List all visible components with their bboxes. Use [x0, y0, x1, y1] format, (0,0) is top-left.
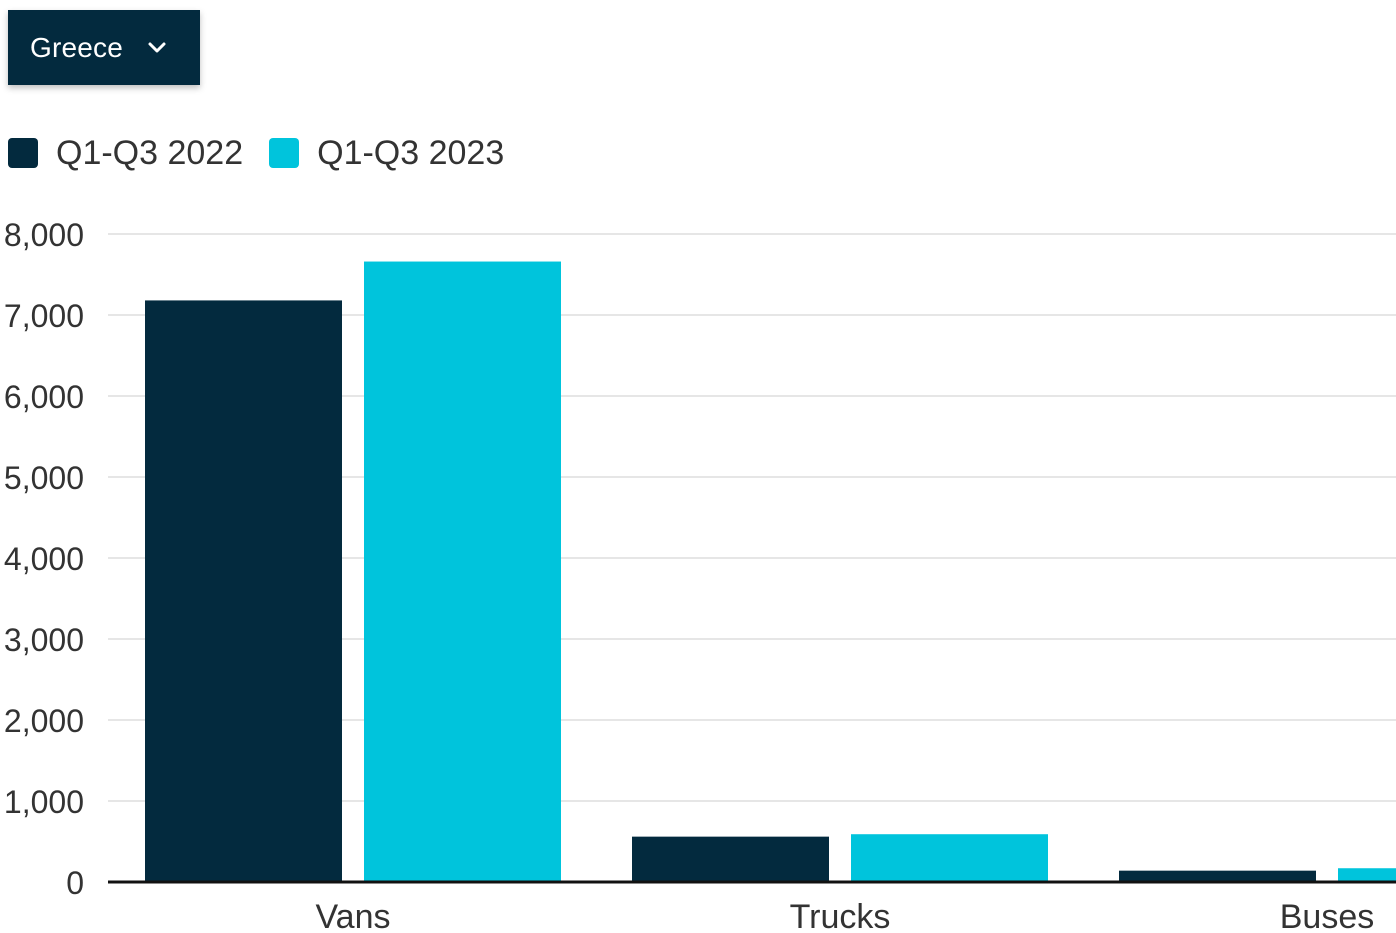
- bar-trucks-2022[interactable]: [632, 836, 829, 882]
- y-tick-label: 7,000: [4, 298, 84, 334]
- bar-trucks-2023[interactable]: [851, 834, 1048, 882]
- y-tick-label: 8,000: [4, 217, 84, 253]
- legend-swatch-2023: [269, 138, 300, 168]
- y-tick-label: 5,000: [4, 460, 84, 496]
- y-tick-label: 1,000: [4, 784, 84, 820]
- legend-swatch-2022: [8, 138, 38, 168]
- x-tick-label: Trucks: [790, 898, 891, 933]
- chevron-down-icon: [145, 36, 169, 60]
- y-tick-label: 6,000: [4, 379, 84, 415]
- country-dropdown[interactable]: Greece: [8, 10, 200, 85]
- y-tick-label: 4,000: [4, 541, 84, 577]
- y-tick-label: 3,000: [4, 622, 84, 658]
- x-tick-label: Vans: [316, 898, 391, 933]
- bar-buses-2023[interactable]: [1338, 868, 1396, 882]
- chart-legend: Q1-Q3 2022 Q1-Q3 2023: [8, 128, 530, 178]
- country-dropdown-label: Greece: [30, 31, 124, 63]
- legend-item-2023[interactable]: Q1-Q3 2023: [269, 134, 504, 173]
- bar-vans-2022[interactable]: [145, 300, 342, 882]
- x-tick-label: Buses: [1280, 898, 1375, 933]
- legend-label-2022: Q1-Q3 2022: [56, 133, 244, 172]
- y-tick-label: 2,000: [4, 703, 84, 739]
- legend-label-2023: Q1-Q3 2023: [317, 133, 505, 172]
- bar-buses-2022[interactable]: [1119, 870, 1316, 882]
- y-tick-label: 0: [66, 865, 84, 901]
- bar-vans-2023[interactable]: [364, 261, 561, 882]
- legend-item-2022[interactable]: Q1-Q3 2022: [8, 134, 243, 173]
